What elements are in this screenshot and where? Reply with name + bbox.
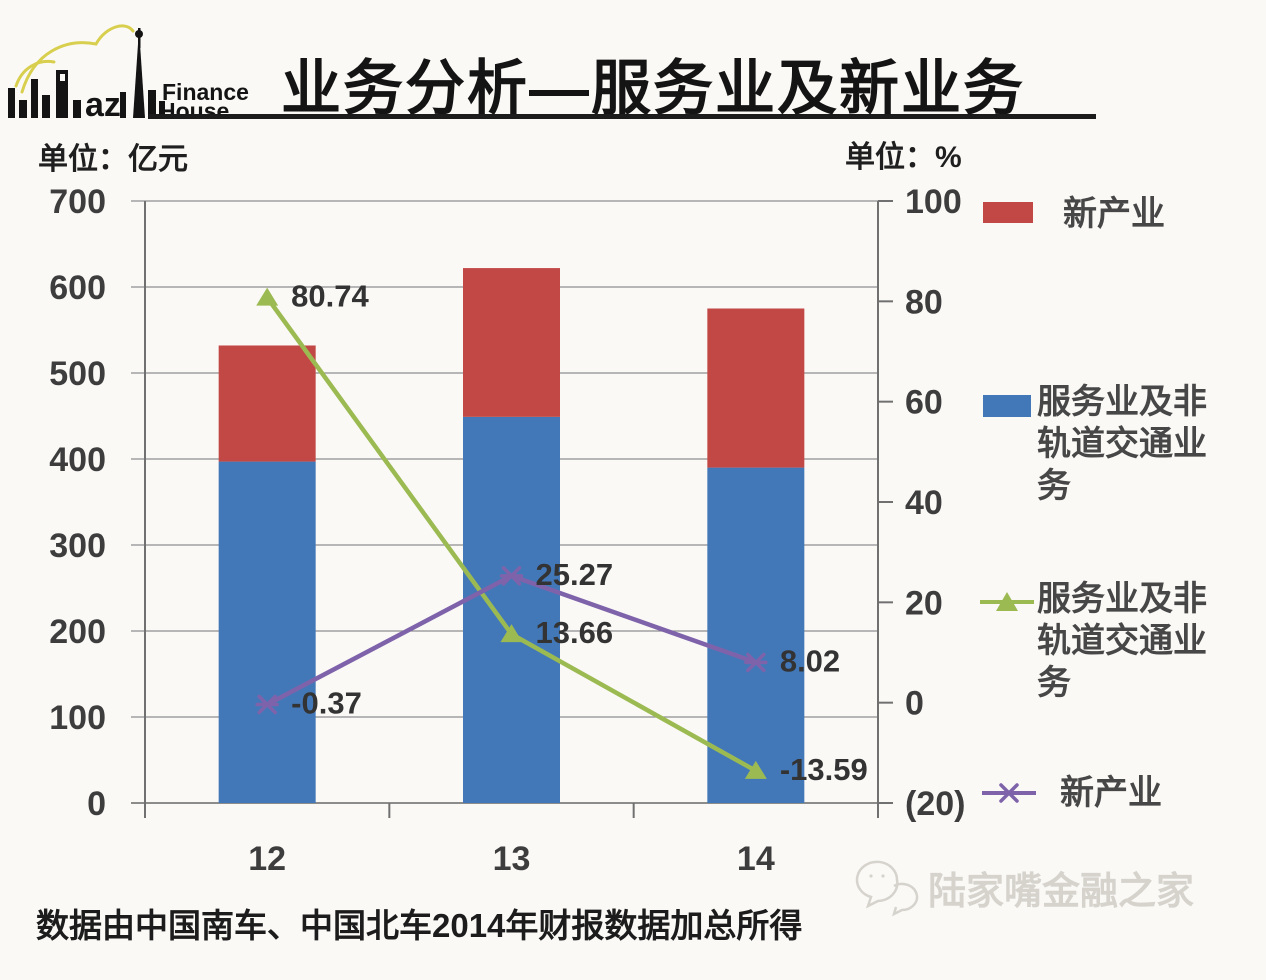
data-label: -13.59 [780, 752, 868, 787]
data-label: 8.02 [780, 643, 840, 678]
right-axis-tick-label: 0 [905, 685, 924, 723]
x-marker [499, 566, 524, 586]
right-axis-tick-label: 100 [905, 183, 962, 221]
legend-label-new-industry-bar: 新产业 [1063, 195, 1165, 233]
triangle-marker [744, 760, 767, 779]
left-axis-tick-label: 400 [49, 441, 106, 479]
left-axis-unit-label: 单位：亿元 [38, 143, 188, 176]
x-axis-category-label: 14 [737, 840, 775, 878]
lujiazui-finance-house-logo: az Finance House [8, 24, 249, 124]
right-axis-tick-label: (20) [905, 785, 965, 823]
legend-item-service-line [978, 589, 1036, 620]
legend-swatch-green-line-triangle-icon [980, 592, 1034, 611]
right-axis-tick-label: 40 [905, 484, 943, 522]
page-title: 业务分析—服务业及新业务 [281, 55, 1025, 122]
triangle-marker [256, 287, 279, 306]
logo-house-text: House [159, 98, 229, 124]
title-underline [148, 114, 1096, 119]
bar-segment-service [218, 461, 316, 803]
bar-segment-new-industry [463, 268, 560, 417]
data-label: 13.66 [536, 615, 614, 650]
left-axis-tick-label: 600 [49, 269, 106, 307]
logo-finance-text: Finance [162, 79, 249, 105]
data-label: 80.74 [291, 279, 369, 314]
logo-skyline: az [8, 28, 165, 124]
watermark-text: 陆家嘴金融之家 [928, 871, 1195, 913]
right-axis-tick-label: 60 [905, 384, 943, 422]
legend-swatch-red-bar-icon [983, 202, 1033, 223]
legend-item-new-industry-line [980, 780, 1038, 811]
source-footnote: 数据由中国南车、中国北车2014年财报数据加总所得 [36, 907, 803, 944]
legend-item-service-bar [983, 395, 1031, 422]
x-marker [744, 652, 768, 673]
right-axis-unit-label: 单位：% [845, 141, 962, 174]
left-axis-tick-label: 0 [87, 785, 106, 823]
legend-swatch-blue-bar-icon [983, 395, 1031, 417]
left-axis-tick-label: 300 [49, 527, 106, 565]
left-axis-tick-label: 500 [49, 355, 106, 393]
left-axis-tick-label: 700 [49, 183, 106, 221]
left-axis-tick-label: 200 [49, 613, 106, 651]
data-label: -0.37 [291, 686, 362, 721]
bar-segment-service [707, 467, 805, 803]
right-axis-tick-label: 20 [905, 584, 943, 622]
legend-item-new-industry-bar [983, 202, 1033, 228]
right-axis-tick-label: 80 [905, 283, 943, 321]
wechat-watermark-icon [855, 860, 919, 917]
x-axis-category-label: 12 [248, 840, 286, 878]
x-marker [255, 694, 279, 715]
logo-cloud-arcs [14, 24, 135, 94]
logo-letters: az [85, 86, 121, 124]
x-axis-category-label: 13 [493, 840, 531, 878]
left-axis-tick-label: 100 [49, 699, 106, 737]
data-label: 25.27 [536, 557, 614, 592]
bar-segment-new-industry [707, 308, 805, 468]
legend-label-new-industry-line: 新产业 [1060, 774, 1162, 812]
legend-swatch-purple-line-x-icon [982, 783, 1036, 803]
triangle-marker [500, 624, 523, 643]
bar-segment-new-industry [218, 345, 316, 462]
bar-segment-service [463, 416, 560, 803]
legend-label-service-bar: 服务业及非轨道交通业务 [1037, 383, 1207, 505]
legend-label-service-line: 服务业及非轨道交通业务 [1037, 580, 1207, 702]
